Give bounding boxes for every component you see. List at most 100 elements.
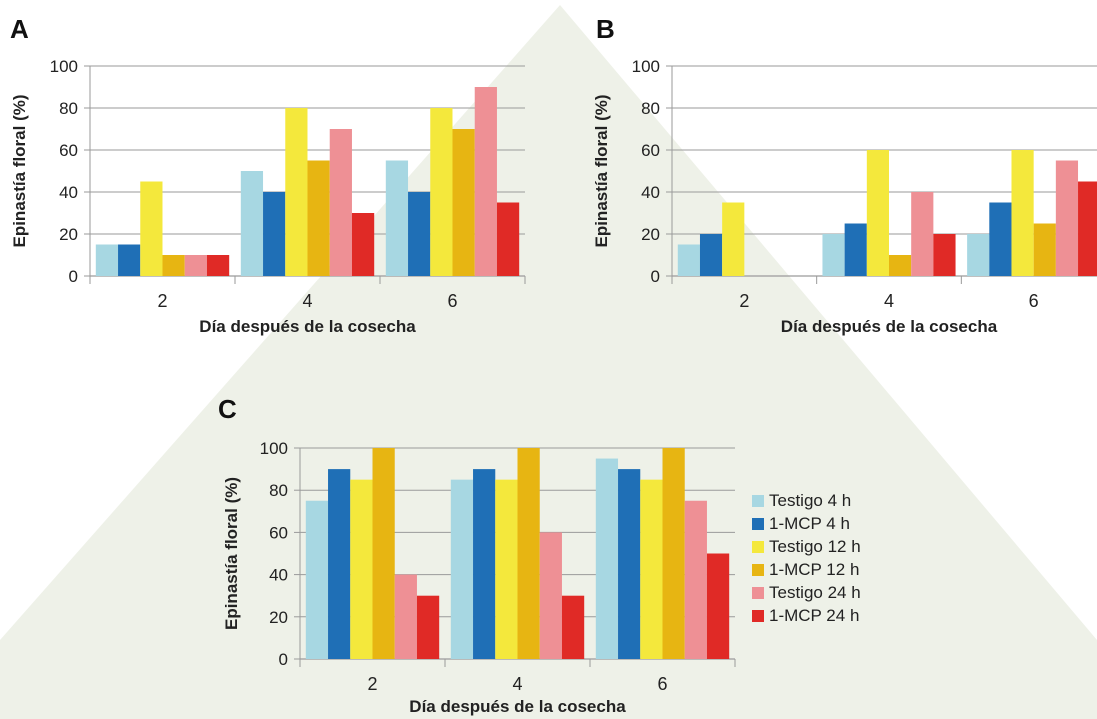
chart-panel-c: C 0 20 40 60 80 100 2 4 6 Día después de la cosech… bbox=[218, 394, 736, 716]
background-shape bbox=[0, 5, 1097, 719]
x-axis-title: Día después de la cosecha bbox=[781, 317, 998, 336]
bar bbox=[285, 108, 308, 276]
y-tick-label: 60 bbox=[59, 141, 78, 160]
legend-swatch bbox=[752, 587, 764, 599]
bar bbox=[372, 448, 395, 659]
bar bbox=[662, 448, 685, 659]
bar bbox=[408, 192, 431, 276]
y-axis-title: Epinastía floral (%) bbox=[10, 94, 29, 247]
bar bbox=[206, 255, 230, 276]
bar bbox=[385, 160, 409, 276]
x-tick-label: 4 bbox=[512, 674, 522, 694]
bar bbox=[1011, 150, 1034, 276]
panel-letter: C bbox=[218, 394, 237, 424]
bar bbox=[184, 255, 207, 276]
legend-label: 1-MCP 4 h bbox=[769, 514, 850, 533]
bar bbox=[240, 171, 264, 276]
bar bbox=[95, 244, 119, 276]
legend-label: Testigo 24 h bbox=[769, 583, 861, 602]
y-tick-label: 80 bbox=[59, 99, 78, 118]
legend: Testigo 4 h 1-MCP 4 h Testigo 12 h 1-MCP 12… bbox=[752, 491, 861, 625]
y-tick-label: 20 bbox=[641, 225, 660, 244]
bar bbox=[263, 192, 286, 276]
bar bbox=[911, 192, 934, 276]
y-tick-label: 0 bbox=[69, 267, 78, 286]
x-axis-title: Día después de la cosecha bbox=[199, 317, 416, 336]
panel-letter: B bbox=[596, 14, 615, 44]
x-tick-label: 6 bbox=[657, 674, 667, 694]
bar bbox=[1033, 223, 1056, 276]
bar bbox=[430, 108, 453, 276]
y-axis-title: Epinastía floral (%) bbox=[222, 477, 241, 630]
bar bbox=[305, 500, 329, 659]
bar bbox=[328, 469, 351, 659]
bar bbox=[416, 595, 440, 659]
legend-swatch bbox=[752, 495, 764, 507]
x-axis-title: Día después de la cosecha bbox=[409, 697, 626, 716]
legend-swatch bbox=[752, 610, 764, 622]
bar bbox=[967, 234, 990, 276]
bar bbox=[989, 202, 1012, 276]
bar bbox=[350, 479, 373, 659]
bar bbox=[640, 479, 663, 659]
y-tick-label: 40 bbox=[269, 566, 288, 585]
bar bbox=[329, 129, 352, 276]
y-tick-label: 0 bbox=[651, 267, 660, 286]
y-axis-title: Epinastía floral (%) bbox=[592, 94, 611, 247]
x-tick-label: 2 bbox=[367, 674, 377, 694]
bar bbox=[1055, 160, 1079, 276]
y-tick-label: 40 bbox=[641, 183, 660, 202]
panel-letter: A bbox=[10, 14, 29, 44]
chart-panel-a: A 0 20 40 60 80 100 2 4 6 Día después de la cosech… bbox=[10, 14, 526, 336]
bar bbox=[1078, 181, 1097, 276]
legend-swatch bbox=[752, 518, 764, 530]
bar bbox=[351, 213, 375, 276]
bar bbox=[394, 574, 417, 659]
bar bbox=[889, 255, 912, 276]
bar bbox=[706, 553, 730, 659]
legend-label: Testigo 4 h bbox=[769, 491, 851, 510]
y-tick-label: 60 bbox=[269, 523, 288, 542]
legend-label: 1-MCP 12 h bbox=[769, 560, 859, 579]
bar bbox=[495, 479, 518, 659]
legend-label: 1-MCP 24 h bbox=[769, 606, 859, 625]
legend-label: Testigo 12 h bbox=[769, 537, 861, 556]
x-tick-label: 2 bbox=[157, 291, 167, 311]
bar bbox=[118, 244, 141, 276]
bar bbox=[162, 255, 185, 276]
x-tick-label: 4 bbox=[302, 291, 312, 311]
bar bbox=[684, 500, 707, 659]
bar bbox=[618, 469, 641, 659]
bar bbox=[722, 202, 745, 276]
x-tick-label: 6 bbox=[1029, 291, 1039, 311]
x-tick-label: 4 bbox=[884, 291, 894, 311]
bar bbox=[473, 469, 496, 659]
y-tick-label: 80 bbox=[269, 481, 288, 500]
bar bbox=[450, 479, 474, 659]
y-tick-label: 60 bbox=[641, 141, 660, 160]
y-tick-label: 100 bbox=[50, 57, 78, 76]
y-tick-label: 100 bbox=[260, 439, 288, 458]
bar bbox=[474, 87, 497, 276]
y-tick-label: 0 bbox=[279, 650, 288, 669]
bar bbox=[307, 160, 330, 276]
bar bbox=[140, 181, 163, 276]
x-tick-label: 6 bbox=[447, 291, 457, 311]
bar bbox=[677, 244, 700, 276]
chart-panel-b: B 0 20 40 60 80 100 2 4 6 Día después de la cosech… bbox=[592, 14, 1097, 336]
bar bbox=[561, 595, 585, 659]
legend-swatch bbox=[752, 564, 764, 576]
legend-swatch bbox=[752, 541, 764, 553]
bar bbox=[539, 532, 562, 659]
x-tick-label: 2 bbox=[739, 291, 749, 311]
bar bbox=[866, 150, 889, 276]
y-tick-label: 80 bbox=[641, 99, 660, 118]
bar bbox=[517, 448, 540, 659]
bar bbox=[699, 234, 723, 276]
bar bbox=[595, 458, 619, 659]
bar bbox=[496, 202, 520, 276]
y-tick-label: 20 bbox=[269, 608, 288, 627]
y-tick-label: 20 bbox=[59, 225, 78, 244]
bar bbox=[822, 234, 845, 276]
